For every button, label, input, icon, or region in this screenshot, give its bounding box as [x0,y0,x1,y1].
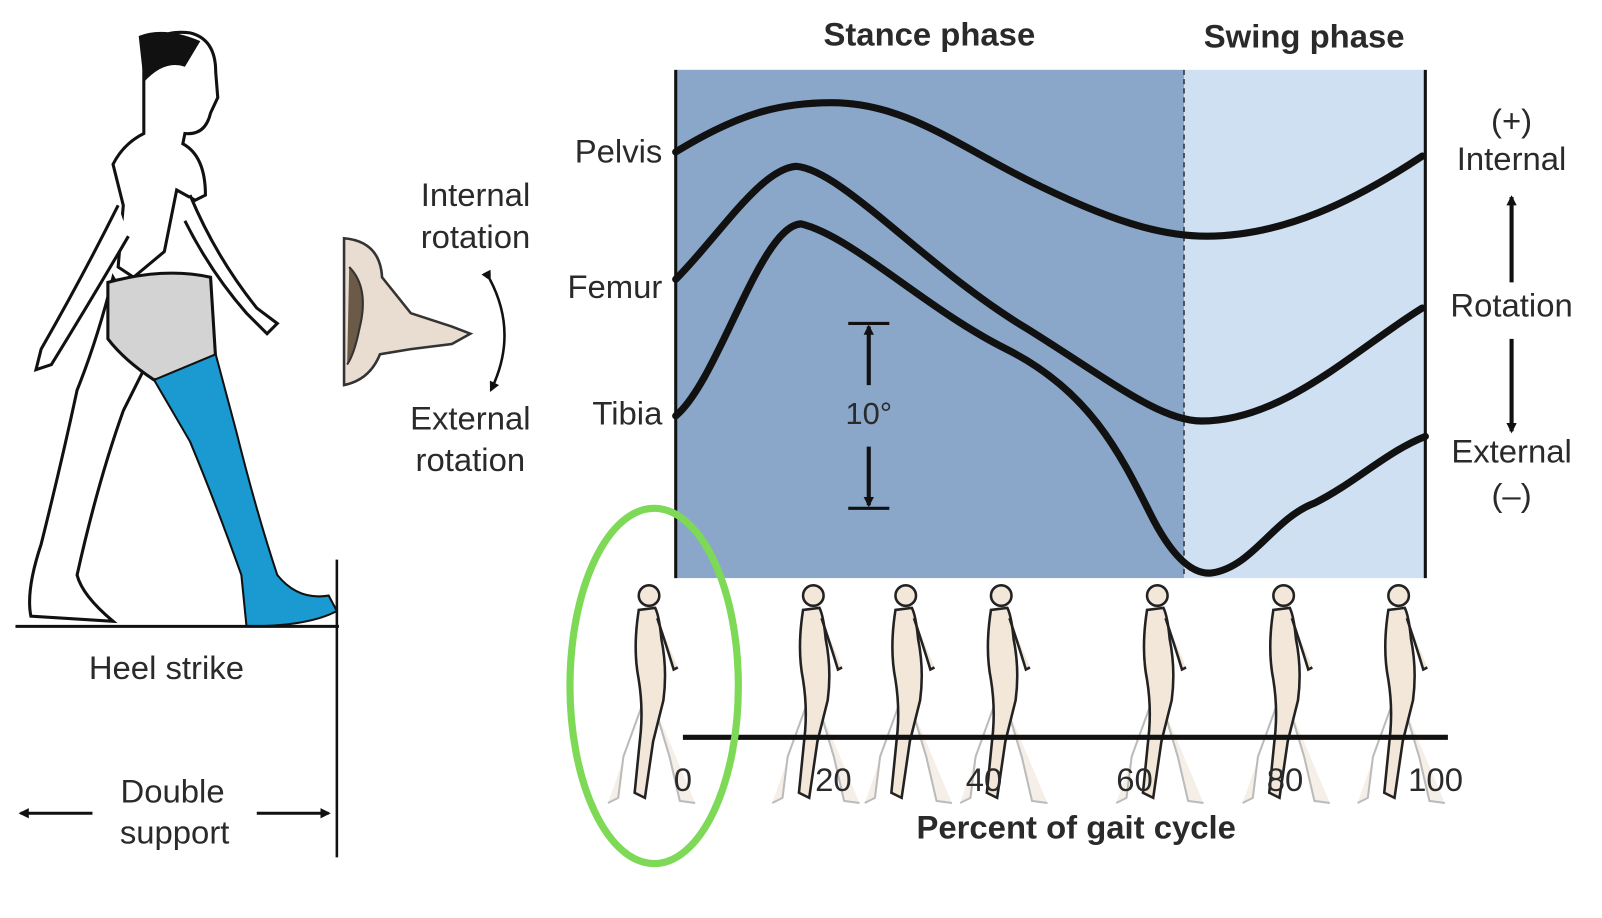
walking-person [28,30,339,628]
scale-bar [848,321,890,510]
legend-text: External [410,400,530,437]
legend-text: Internal [421,176,531,213]
femur-curve [672,162,1426,425]
legend-text: rotation [416,441,526,478]
x-tick-label: 40 [966,761,1003,798]
phase-label: Stance phase [823,16,1035,53]
caption: Heel strike [89,649,244,686]
curve-label: Femur [567,268,662,305]
x-axis-title: Percent of gait cycle [916,808,1235,845]
pelvis-curve [672,99,1426,240]
axis-legend: (+) [1491,102,1532,139]
rotation-arrow [481,269,506,393]
curve-label: Tibia [592,395,663,432]
x-ticks: 0 20 40 60 80 100 [674,761,1463,798]
caption-line: Double [121,772,225,809]
x-tick-label: 0 [674,761,692,798]
stance-region [675,69,1185,579]
axis-legend: Rotation [1450,287,1572,324]
x-tick-label: 100 [1408,761,1463,798]
x-tick-label: 80 [1267,761,1304,798]
caption-line: support [120,813,230,850]
legend-text: rotation [421,218,531,255]
x-tick-label: 20 [815,761,852,798]
curve-label: Pelvis [575,133,663,170]
phase-label: Swing phase [1204,18,1405,55]
axis-legend: Internal [1457,140,1567,177]
highlight-ellipse [566,504,742,868]
axis-legend: (–) [1492,477,1532,514]
tibia-curve [672,220,1429,577]
foot-icon [342,236,474,387]
swing-region [1184,69,1426,579]
axis-legend: External [1451,433,1571,470]
x-tick-label: 60 [1116,761,1153,798]
scale-label: 10° [845,396,892,431]
